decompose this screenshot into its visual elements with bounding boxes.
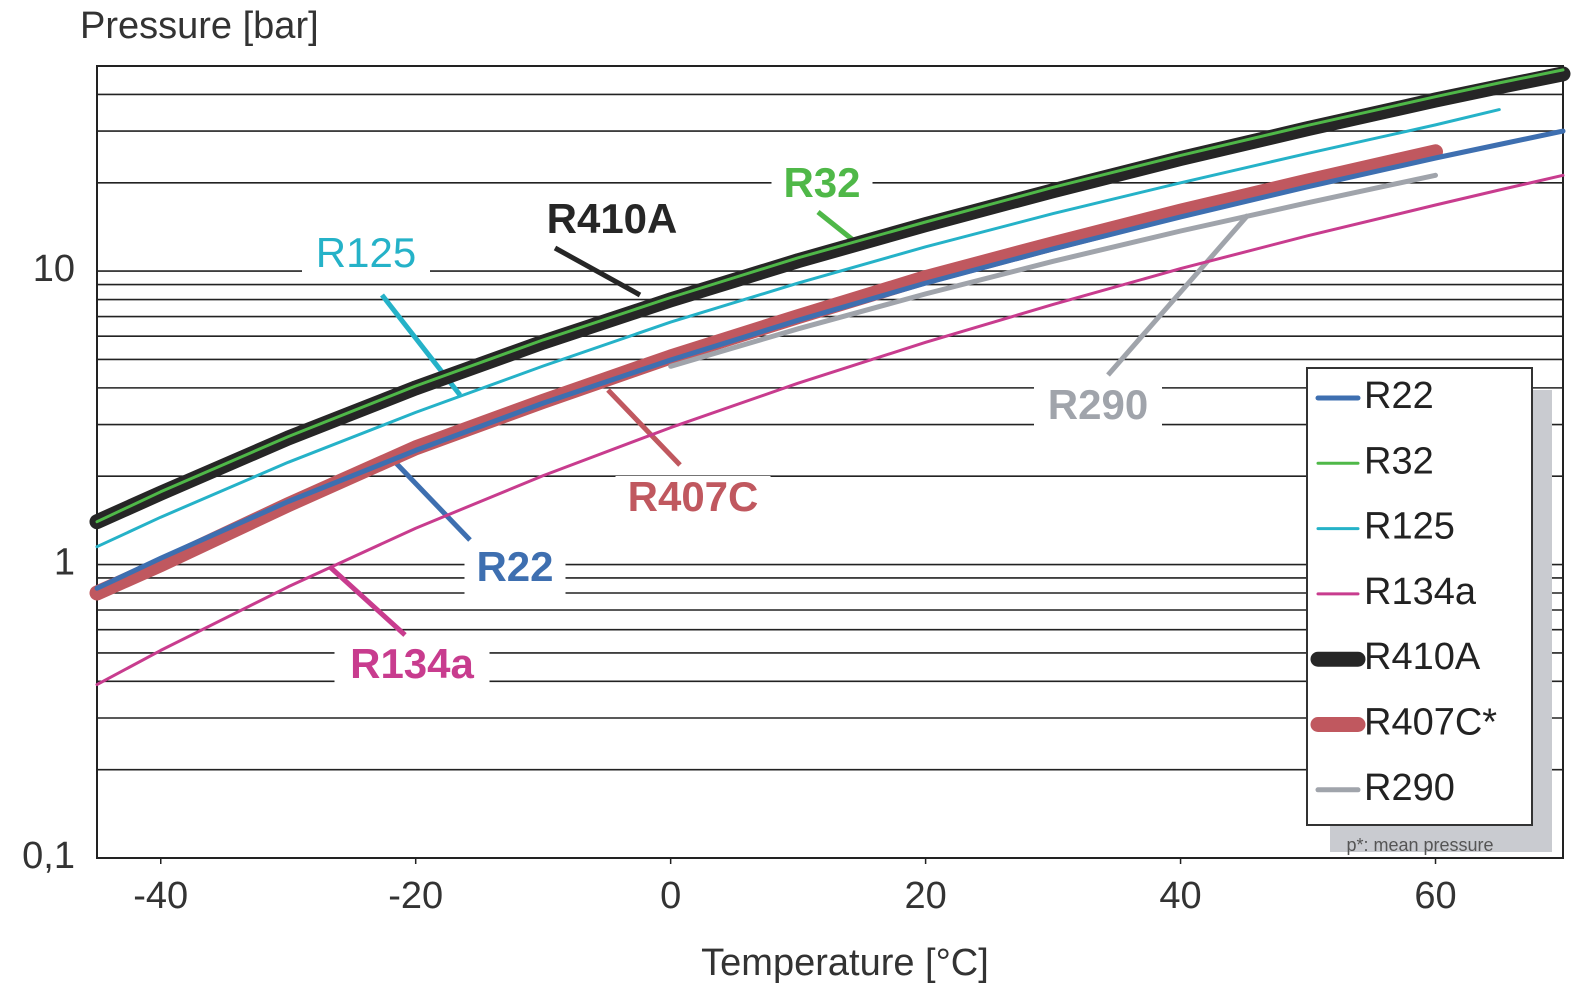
y-axis-title: Pressure [bar] <box>80 5 319 47</box>
annotation-bg <box>464 546 566 594</box>
series-line <box>89 144 1443 601</box>
annotation-bg <box>1034 384 1162 432</box>
y-tick-label: 1 <box>54 542 75 584</box>
series-line <box>95 68 1565 524</box>
legend-label: R290 <box>1364 767 1455 809</box>
annotation: R22 <box>476 543 553 590</box>
series-line <box>94 128 1566 591</box>
y-tick-label: 10 <box>33 248 75 290</box>
legend-label: R407C* <box>1364 702 1497 744</box>
annotation-bg <box>771 162 873 210</box>
x-tick-label: -20 <box>388 875 443 917</box>
note: p*: mean pressure <box>1346 835 1493 855</box>
x-tick-label: 40 <box>1159 875 1201 917</box>
annotation-leader <box>606 388 682 467</box>
series-line <box>668 172 1438 369</box>
x-axis-title: Temperature [°C] <box>701 942 989 984</box>
annotation: R290 <box>1048 381 1148 428</box>
annotation-leader <box>1106 213 1250 377</box>
x-tick-label: -40 <box>133 875 188 917</box>
legend-label: R22 <box>1364 375 1434 417</box>
annotation: R134a <box>350 640 474 687</box>
annotation-bg <box>334 643 490 691</box>
legend-label: R125 <box>1364 506 1455 548</box>
annotation-leader <box>553 245 642 298</box>
legend-label: R410A <box>1364 636 1481 678</box>
annotation-leader <box>816 210 855 242</box>
series-line <box>95 108 1501 549</box>
series-line <box>95 173 1565 687</box>
x-tick-label: 60 <box>1414 875 1456 917</box>
legend-label: R32 <box>1364 440 1434 482</box>
annotation: R407C <box>628 473 759 520</box>
annotation: R410A <box>547 195 678 242</box>
annotation-bg <box>302 232 430 280</box>
x-tick-label: 0 <box>660 875 681 917</box>
annotation-leader <box>328 565 407 637</box>
legend <box>1306 367 1533 826</box>
y-tick-label: 0,1 <box>22 835 75 877</box>
plot-frame <box>96 65 1564 859</box>
annotation-leader <box>393 460 472 542</box>
annotation: R125 <box>316 229 416 276</box>
x-tick-label: 20 <box>904 875 946 917</box>
legend-label: R134a <box>1364 571 1477 613</box>
annotation-bg <box>615 476 771 524</box>
annotation: R32 <box>783 159 860 206</box>
annotation-bg <box>534 198 690 246</box>
